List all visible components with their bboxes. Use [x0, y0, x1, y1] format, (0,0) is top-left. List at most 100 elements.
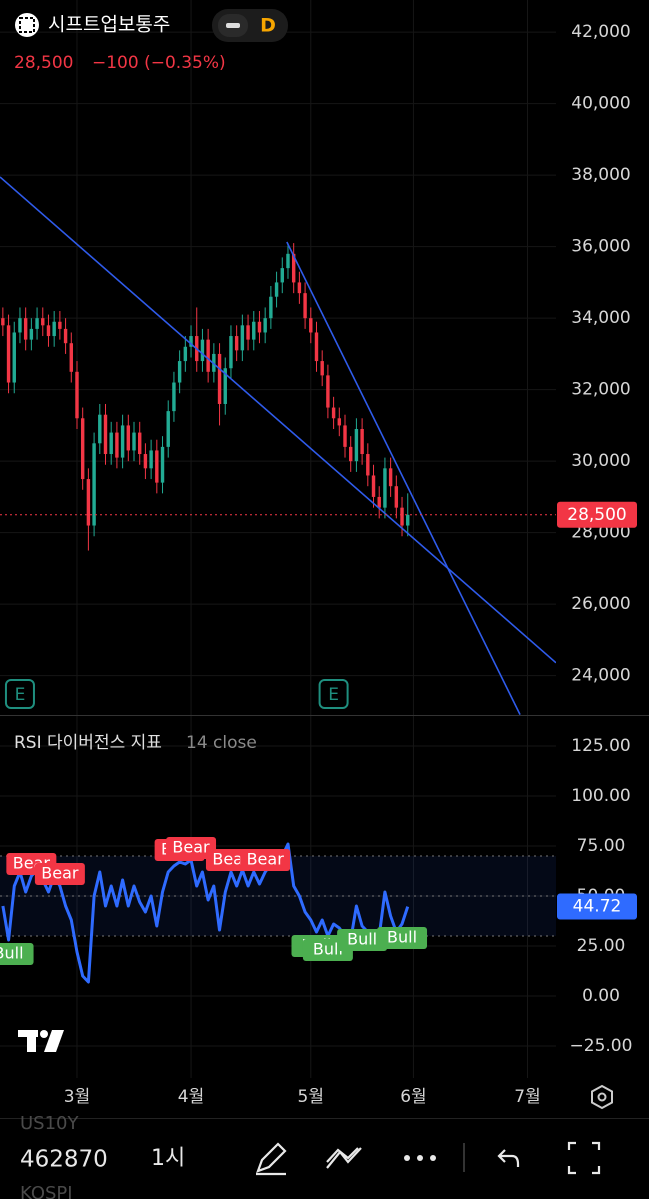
- draw-button[interactable]: [256, 1142, 287, 1176]
- candle-body: [120, 425, 125, 458]
- candle-body: [183, 346, 188, 362]
- quote-price: 28,500: [14, 53, 73, 73]
- candle-body: [92, 443, 96, 526]
- settings-button[interactable]: [591, 1084, 613, 1110]
- trend-line: [286, 241, 521, 715]
- candle-body: [46, 325, 51, 337]
- y-tick-label: 0.00: [582, 986, 620, 1006]
- candle-body: [354, 429, 359, 462]
- candle-body: [280, 268, 284, 283]
- candle-body: [138, 432, 142, 455]
- y-tick-label: 25.00: [577, 936, 626, 956]
- candle-body: [166, 411, 170, 447]
- candle-body: [63, 328, 68, 344]
- candle-body: [52, 321, 56, 337]
- x-tick-label: 5월: [298, 1087, 324, 1107]
- signal-label: Bull: [0, 944, 24, 963]
- candle-body: [1, 318, 5, 326]
- signal-box: [166, 837, 217, 859]
- undo-button[interactable]: [497, 1149, 520, 1167]
- candle-body: [400, 507, 404, 526]
- candle-body: [348, 446, 353, 462]
- candle-body: [126, 425, 131, 451]
- indicator-params: 14 close: [186, 733, 257, 753]
- candle-body: [343, 425, 347, 447]
- indicator-title[interactable]: RSI 다이버전스 지표: [14, 733, 162, 753]
- candle-body: [58, 321, 62, 329]
- candle-body: [383, 468, 387, 508]
- candle-body: [406, 514, 410, 526]
- y-tick-label: 40,000: [571, 94, 630, 114]
- earnings-label: E: [15, 685, 26, 705]
- candle-body: [98, 414, 102, 444]
- x-tick-label: 6월: [400, 1087, 426, 1107]
- quote-change: −100 (−0.35%): [92, 53, 226, 73]
- candle-body: [41, 318, 45, 326]
- y-tick-label: 24,000: [571, 666, 630, 686]
- collapse-icon: [226, 23, 240, 28]
- symbol-name: 시프트업보통주: [48, 14, 170, 36]
- candle-body: [229, 336, 233, 369]
- fullscreen-button[interactable]: [567, 1141, 601, 1175]
- indicators-button[interactable]: [326, 1147, 362, 1169]
- candle-body: [6, 325, 11, 383]
- candle-body: [366, 454, 370, 476]
- x-tick-label: 7월: [514, 1087, 540, 1107]
- candle-body: [320, 361, 324, 376]
- y-tick-label: 30,000: [571, 451, 630, 471]
- candle-body: [274, 282, 279, 297]
- candle-body: [149, 450, 153, 469]
- candle-body: [326, 375, 330, 408]
- candle-body: [371, 475, 376, 497]
- y-tick-label: 38,000: [571, 165, 630, 185]
- candle-body: [217, 353, 222, 404]
- candle-body: [200, 339, 205, 362]
- candle-body: [18, 318, 22, 333]
- candle-body: [80, 418, 85, 480]
- candle-body: [155, 450, 159, 483]
- toolbar-interval[interactable]: 1시: [151, 1146, 185, 1171]
- candle-body: [75, 371, 79, 419]
- candle-body: [360, 429, 364, 455]
- candle-body: [12, 332, 16, 383]
- y-tick-label: 26,000: [571, 594, 630, 614]
- more-button[interactable]: [404, 1155, 436, 1161]
- earnings-marker: [318, 679, 349, 709]
- candle-body: [177, 361, 182, 383]
- candle-body: [394, 486, 399, 508]
- interval-badge[interactable]: D: [260, 15, 276, 37]
- candle-body: [103, 414, 108, 455]
- signal-box: [34, 863, 85, 885]
- settings-icon: [597, 1092, 607, 1102]
- candle-body: [234, 336, 239, 351]
- candle-body: [337, 418, 342, 426]
- candle-body: [223, 368, 227, 404]
- signal-box: [377, 927, 428, 949]
- toolbar-top-symbol: US10Y: [20, 1113, 80, 1134]
- candle-body: [252, 321, 256, 340]
- x-tick-label: 3월: [64, 1087, 90, 1107]
- signal-box: [240, 849, 291, 871]
- candle-body: [240, 325, 245, 351]
- symbol-logo: [15, 13, 39, 37]
- signal-label: Bear: [172, 838, 210, 857]
- candle-body: [86, 479, 91, 526]
- trend-line: [0, 176, 556, 664]
- candle-body: [115, 432, 119, 458]
- x-tick-label: 4월: [178, 1087, 204, 1107]
- candle-body: [377, 496, 381, 508]
- candle-body: [29, 328, 34, 340]
- axes: 3월 4월 5월 6월 7월 42,000 40,000 38,000 36,000 34,000…: [0, 22, 637, 1107]
- toolbar-code[interactable]: 462870: [20, 1147, 108, 1173]
- tradingview-logo: [18, 1030, 64, 1052]
- y-tick-label: 125.00: [571, 736, 630, 756]
- candle-body: [257, 321, 262, 333]
- y-tick-label: 32,000: [571, 380, 630, 400]
- last-value-box: [557, 893, 637, 920]
- candle-body: [206, 339, 210, 372]
- candle-body: [23, 318, 28, 340]
- y-tick-label: 75.00: [577, 836, 626, 856]
- candle-body: [297, 282, 302, 294]
- signal-label: Bear: [247, 850, 285, 869]
